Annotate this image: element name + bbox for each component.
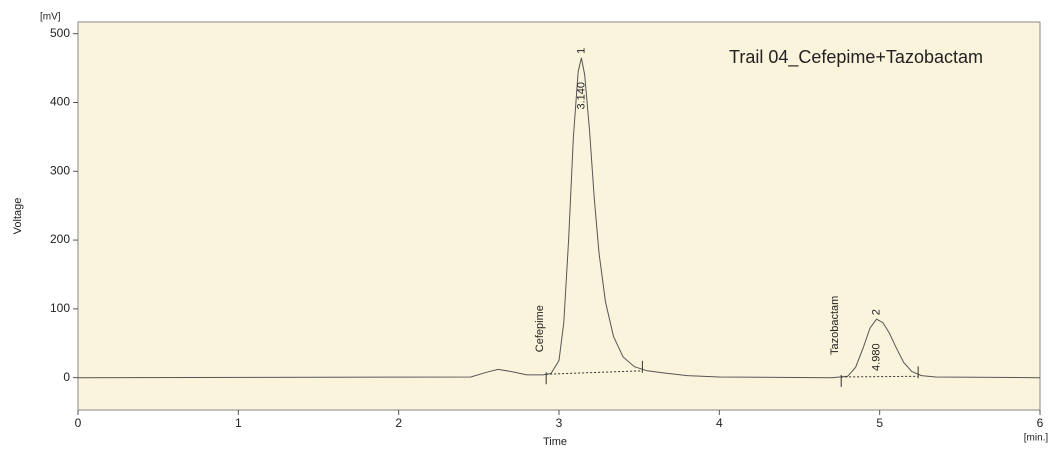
x-tick-label: 1	[235, 416, 242, 430]
plot-area	[77, 21, 1041, 411]
y-tick-label: 400	[50, 95, 70, 109]
x-axis-label: Time	[543, 436, 567, 447]
chart-title: Trail 04_Cefepime+Tazobactam	[729, 47, 983, 68]
x-tick-label: 2	[395, 416, 402, 430]
peak-name: Tazobactam	[829, 296, 841, 355]
peak-time-label: 3.140	[575, 82, 587, 110]
x-tick-label: 0	[75, 416, 82, 430]
x-tick-label: 4	[716, 416, 723, 430]
y-tick-label: 300	[50, 163, 70, 177]
x-unit: [min.]	[1024, 433, 1049, 444]
integration-baseline	[841, 375, 919, 378]
y-tick-label: 0	[63, 370, 70, 384]
x-tick-label: 5	[876, 416, 883, 430]
y-tick-label: 200	[50, 232, 70, 246]
peak-time-label: 4.980	[870, 343, 882, 371]
y-tick-label: 100	[50, 301, 70, 315]
peak-name: Cefepime	[534, 305, 546, 352]
y-tick-label: 500	[50, 26, 70, 40]
y-unit: [mV]	[40, 12, 61, 23]
y-axis-label: Voltage	[12, 198, 24, 235]
x-tick-label: 6	[1037, 416, 1044, 430]
integration-baseline	[546, 370, 643, 375]
peak-number: 2	[870, 309, 882, 315]
x-tick-label: 3	[556, 416, 563, 430]
peak-number: 1	[575, 48, 587, 54]
